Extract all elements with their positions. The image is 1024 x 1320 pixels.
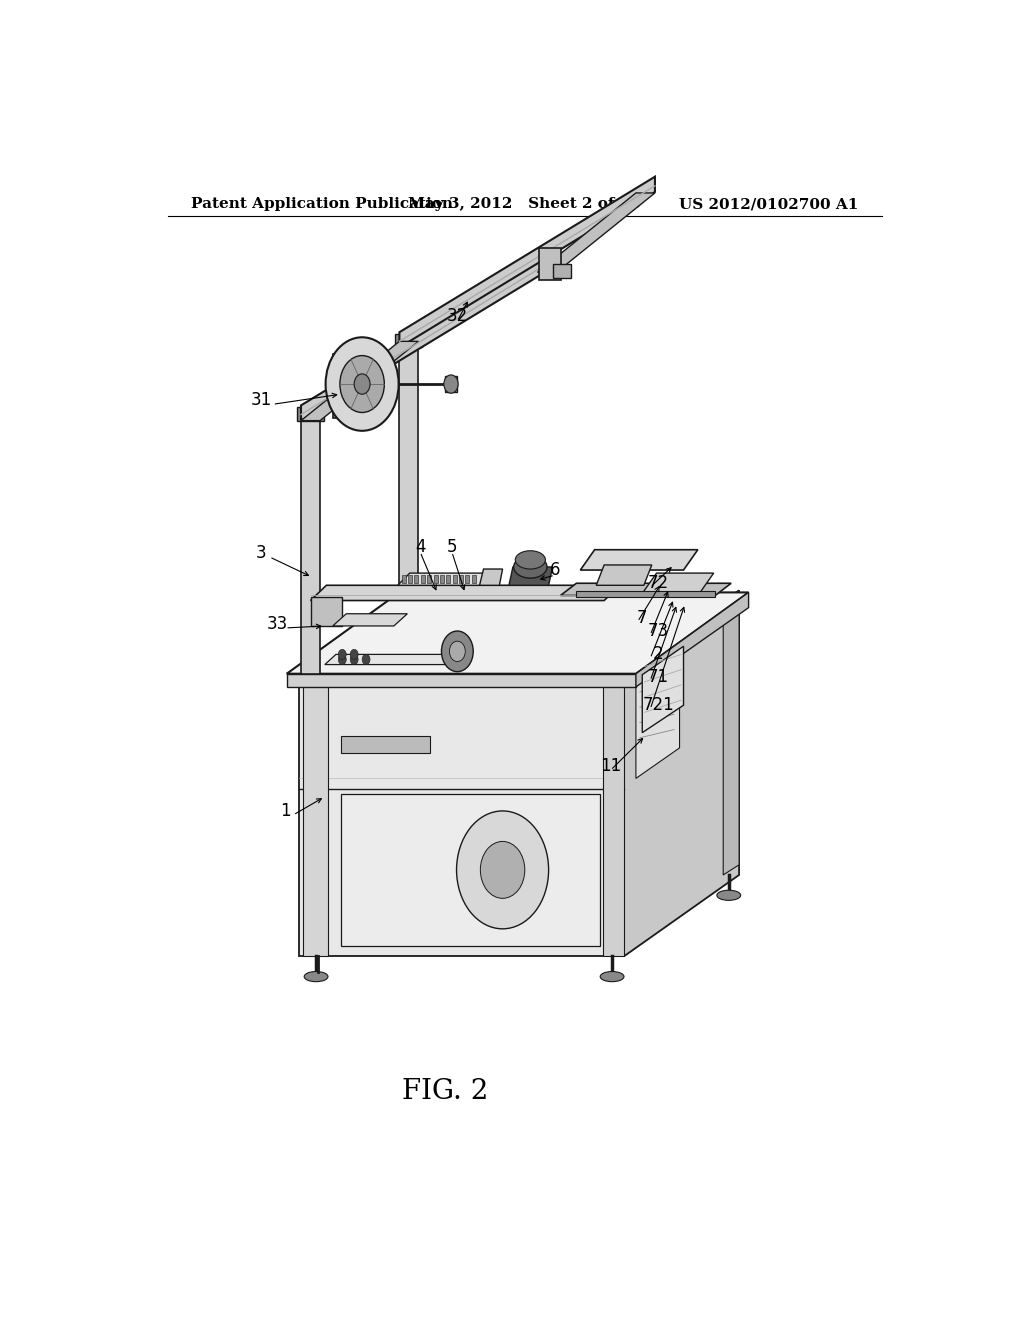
Ellipse shape <box>515 550 546 569</box>
Polygon shape <box>409 576 412 583</box>
Circle shape <box>354 374 370 395</box>
Polygon shape <box>433 576 437 583</box>
Text: 7: 7 <box>637 609 647 627</box>
Polygon shape <box>341 735 430 752</box>
Polygon shape <box>509 568 553 585</box>
Polygon shape <box>310 585 620 601</box>
Ellipse shape <box>514 556 547 578</box>
Polygon shape <box>636 593 749 686</box>
Polygon shape <box>303 672 328 956</box>
Polygon shape <box>427 576 431 583</box>
Circle shape <box>350 649 358 660</box>
Text: 2: 2 <box>653 645 664 664</box>
Text: 1: 1 <box>280 803 291 820</box>
Ellipse shape <box>717 890 740 900</box>
Polygon shape <box>333 614 408 626</box>
Polygon shape <box>446 576 451 583</box>
Text: 721: 721 <box>642 696 674 714</box>
Polygon shape <box>299 672 624 956</box>
Text: 72: 72 <box>647 574 669 593</box>
Polygon shape <box>301 342 419 421</box>
Circle shape <box>350 655 358 664</box>
Polygon shape <box>453 576 457 583</box>
Text: 6: 6 <box>550 561 560 579</box>
Polygon shape <box>395 334 423 347</box>
Polygon shape <box>399 177 655 347</box>
Polygon shape <box>445 376 458 392</box>
Circle shape <box>338 655 346 664</box>
Polygon shape <box>624 590 739 956</box>
Text: 11: 11 <box>600 758 622 775</box>
Text: 31: 31 <box>251 391 272 409</box>
Ellipse shape <box>304 972 328 982</box>
Polygon shape <box>341 793 600 946</box>
Polygon shape <box>553 264 570 279</box>
Circle shape <box>362 655 370 664</box>
Polygon shape <box>577 591 715 598</box>
Polygon shape <box>636 647 680 779</box>
Circle shape <box>340 355 384 412</box>
Polygon shape <box>538 193 655 272</box>
Circle shape <box>441 631 473 672</box>
Polygon shape <box>642 573 714 594</box>
Polygon shape <box>297 408 324 421</box>
Polygon shape <box>421 576 425 583</box>
Text: 71: 71 <box>647 668 669 686</box>
Polygon shape <box>560 583 731 595</box>
Polygon shape <box>401 576 406 583</box>
Text: US 2012/0102700 A1: US 2012/0102700 A1 <box>679 197 858 211</box>
Polygon shape <box>459 576 463 583</box>
Circle shape <box>457 810 549 929</box>
Polygon shape <box>596 565 652 585</box>
Polygon shape <box>287 593 749 673</box>
Polygon shape <box>301 414 321 673</box>
Circle shape <box>326 338 398 430</box>
Polygon shape <box>301 249 557 421</box>
Text: Patent Application Publication: Patent Application Publication <box>191 197 454 211</box>
Polygon shape <box>539 248 560 280</box>
Text: 32: 32 <box>446 308 468 325</box>
Polygon shape <box>399 342 419 593</box>
Polygon shape <box>325 655 471 664</box>
Polygon shape <box>472 576 475 583</box>
Polygon shape <box>602 672 624 956</box>
Text: 3: 3 <box>256 544 266 562</box>
Polygon shape <box>440 576 443 583</box>
Text: 73: 73 <box>647 622 669 640</box>
Circle shape <box>480 841 525 899</box>
Polygon shape <box>479 569 503 585</box>
Circle shape <box>450 642 465 661</box>
Polygon shape <box>333 354 344 417</box>
Polygon shape <box>465 576 469 583</box>
Text: FIG. 2: FIG. 2 <box>402 1078 488 1105</box>
Polygon shape <box>310 598 342 626</box>
Text: May 3, 2012   Sheet 2 of 10: May 3, 2012 Sheet 2 of 10 <box>409 197 641 211</box>
Text: 4: 4 <box>415 537 425 556</box>
Text: 5: 5 <box>446 537 457 556</box>
Ellipse shape <box>600 972 624 982</box>
Polygon shape <box>415 576 419 583</box>
Polygon shape <box>642 647 684 733</box>
Polygon shape <box>581 549 697 570</box>
Ellipse shape <box>443 375 458 393</box>
Polygon shape <box>723 590 739 875</box>
Text: 33: 33 <box>266 615 288 632</box>
Polygon shape <box>397 573 497 585</box>
Circle shape <box>338 649 346 660</box>
Polygon shape <box>287 673 636 686</box>
